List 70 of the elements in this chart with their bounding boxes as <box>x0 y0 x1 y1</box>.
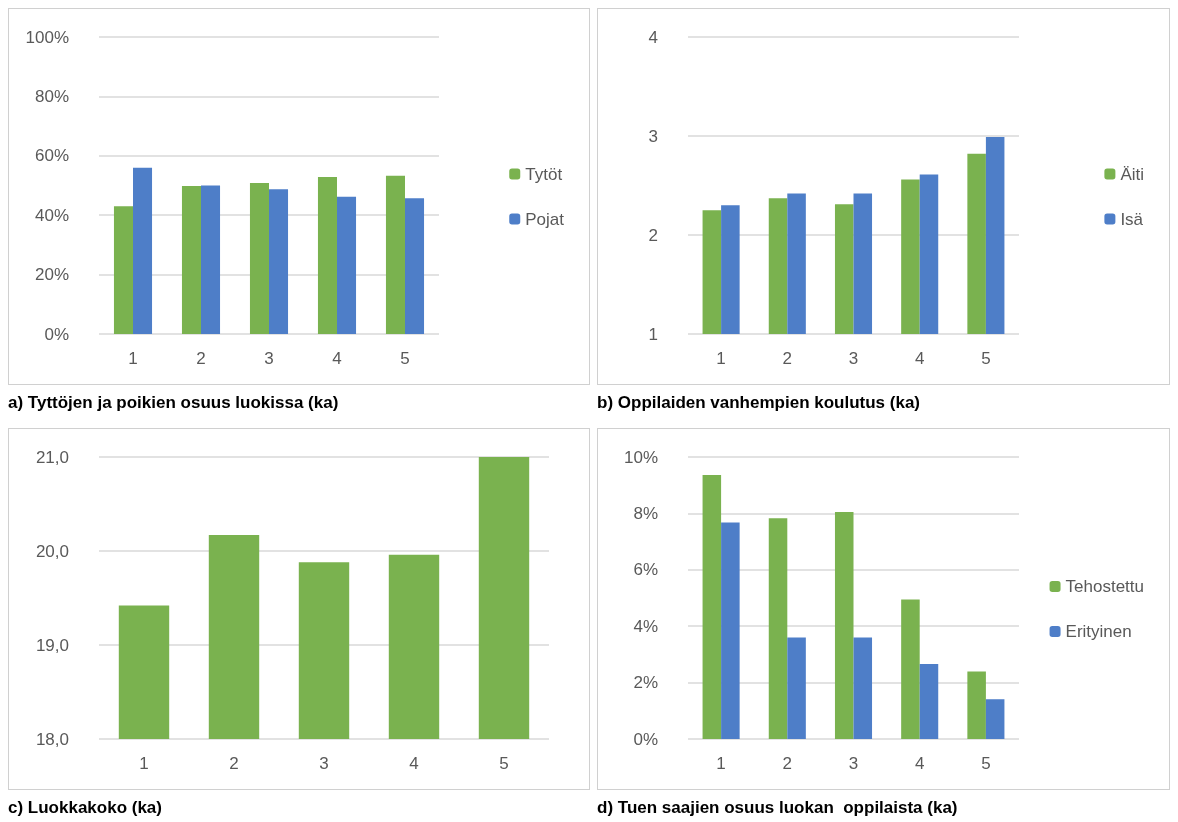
bar <box>181 186 201 334</box>
x-tick-label: 4 <box>409 754 419 773</box>
bar <box>787 637 806 739</box>
y-tick-label: 21,0 <box>35 447 69 467</box>
x-tick-label: 5 <box>981 349 991 368</box>
y-tick-label: 3 <box>648 126 658 146</box>
x-tick-label: 4 <box>914 349 925 368</box>
y-tick-label: 4 <box>648 27 658 47</box>
y-tick-label: 2% <box>633 673 658 693</box>
bar <box>317 176 337 334</box>
text: a) Tyttöjen ja poikien osuus luokissa (ka) <box>8 393 339 413</box>
x-tick-label: 2 <box>196 349 206 368</box>
x-tick-label: 5 <box>400 349 410 368</box>
x-tick-label: 3 <box>264 349 274 368</box>
bar <box>269 189 289 334</box>
x-tick-label: 1 <box>716 349 726 368</box>
y-tick-label: 4% <box>633 616 658 636</box>
x-tick-label: 4 <box>914 754 925 773</box>
legend-label: Pojat <box>525 209 565 229</box>
bar <box>405 198 425 334</box>
text: d) Tuen saajien osuus luokan oppilaista (ka) <box>597 798 958 818</box>
x-tick-label: 1 <box>716 754 726 773</box>
x-tick-label: 3 <box>848 349 859 368</box>
y-tick-label: 20% <box>34 265 69 285</box>
y-tick-label: 2 <box>648 225 658 245</box>
text: c) Luokkakoko (ka) <box>8 798 162 818</box>
y-tick-label: 1 <box>648 324 658 344</box>
x-tick-label: 1 <box>128 349 138 368</box>
bar <box>834 511 854 739</box>
bar <box>133 167 153 334</box>
bar <box>721 522 740 739</box>
x-tick-label: 3 <box>319 754 329 773</box>
y-tick-label: 18,0 <box>35 729 69 749</box>
y-tick-label: 8% <box>633 503 658 523</box>
y-tick-label: 19,0 <box>35 635 69 655</box>
bar <box>702 475 722 739</box>
bar <box>967 671 986 739</box>
bar <box>385 175 405 334</box>
x-tick-label: 3 <box>848 754 859 773</box>
y-tick-label: 6% <box>633 560 658 580</box>
bar <box>768 518 788 739</box>
legend-label: Erityinen <box>1065 622 1132 641</box>
y-tick-label: 40% <box>34 205 69 225</box>
legend-label: Isä <box>1120 209 1144 229</box>
bar <box>919 663 939 739</box>
x-tick-label: 2 <box>782 754 793 773</box>
y-tick-label: 10% <box>623 447 658 467</box>
x-tick-label: 2 <box>782 349 793 368</box>
bar <box>337 196 357 334</box>
x-tick-label: 1 <box>139 754 149 773</box>
y-tick-label: 20,0 <box>35 541 69 561</box>
y-tick-label: 60% <box>34 146 69 166</box>
bar <box>249 183 269 334</box>
x-tick-label: 2 <box>229 754 239 773</box>
legend-label: Tehostettu <box>1065 577 1145 596</box>
bar <box>113 206 133 334</box>
x-tick-label: 4 <box>332 349 342 368</box>
x-tick-label: 5 <box>981 754 991 773</box>
legend-label: Äiti <box>1120 164 1145 184</box>
y-tick-label: 0% <box>44 324 69 344</box>
y-tick-label: 80% <box>34 86 69 106</box>
bar <box>201 185 221 334</box>
text: b) Oppilaiden vanhempien koulutus (ka) <box>597 393 921 413</box>
bar <box>853 637 873 739</box>
legend-label: Tytöt <box>525 164 563 184</box>
bar <box>985 699 1005 739</box>
y-tick-label: 100% <box>25 27 69 47</box>
y-tick-label: 0% <box>633 729 658 749</box>
bar <box>901 599 920 739</box>
x-tick-label: 5 <box>499 754 509 773</box>
